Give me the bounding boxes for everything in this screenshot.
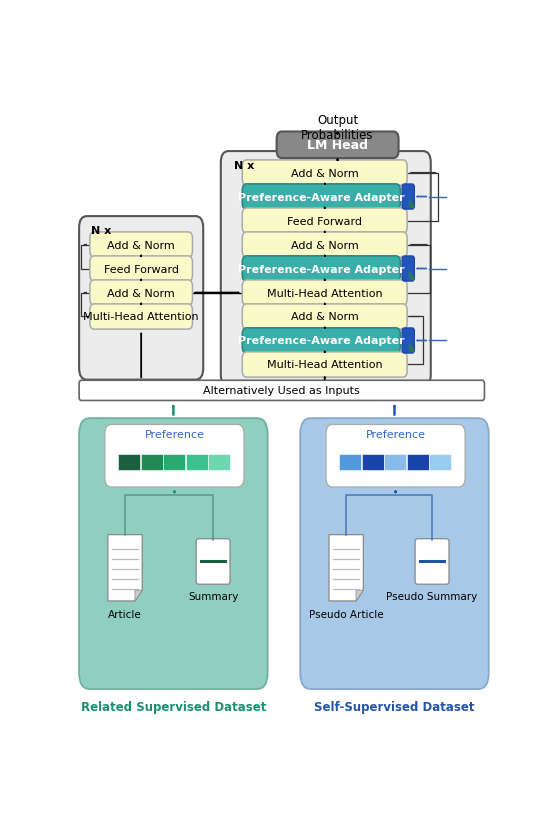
- Text: Alternatively Used as Inputs: Alternatively Used as Inputs: [203, 386, 360, 396]
- Text: Related Supervised Dataset: Related Supervised Dataset: [81, 700, 266, 713]
- Polygon shape: [329, 535, 363, 601]
- FancyBboxPatch shape: [242, 256, 401, 282]
- FancyBboxPatch shape: [276, 133, 398, 159]
- Bar: [407, 455, 429, 470]
- Bar: [384, 455, 407, 470]
- Bar: [118, 455, 140, 470]
- Text: N x: N x: [234, 161, 254, 170]
- FancyBboxPatch shape: [242, 161, 407, 186]
- Text: Preference: Preference: [145, 429, 204, 440]
- FancyBboxPatch shape: [79, 381, 484, 401]
- FancyBboxPatch shape: [326, 425, 465, 487]
- Bar: [186, 455, 208, 470]
- Text: N x: N x: [91, 226, 111, 236]
- Bar: [141, 455, 163, 470]
- FancyBboxPatch shape: [105, 425, 244, 487]
- FancyBboxPatch shape: [402, 328, 414, 354]
- Text: Add & Norm: Add & Norm: [291, 169, 358, 179]
- Text: Preference-Aware Adapter: Preference-Aware Adapter: [238, 192, 404, 202]
- Text: Article: Article: [108, 609, 142, 619]
- Polygon shape: [409, 270, 415, 281]
- FancyBboxPatch shape: [402, 184, 414, 210]
- FancyBboxPatch shape: [90, 281, 192, 305]
- FancyBboxPatch shape: [242, 281, 407, 305]
- Polygon shape: [108, 535, 142, 601]
- Text: Add & Norm: Add & Norm: [107, 288, 175, 298]
- FancyBboxPatch shape: [90, 305, 192, 330]
- FancyBboxPatch shape: [79, 217, 203, 380]
- Text: Pseudo Summary: Pseudo Summary: [387, 591, 478, 601]
- Text: Feed Forward: Feed Forward: [104, 265, 179, 274]
- Text: Preference-Aware Adapter: Preference-Aware Adapter: [238, 336, 404, 346]
- Text: Summary: Summary: [188, 591, 238, 601]
- Text: Multi-Head Attention: Multi-Head Attention: [267, 288, 382, 298]
- FancyBboxPatch shape: [242, 184, 401, 210]
- FancyBboxPatch shape: [221, 152, 431, 387]
- Polygon shape: [356, 590, 363, 601]
- FancyBboxPatch shape: [242, 305, 407, 330]
- Polygon shape: [135, 590, 142, 601]
- FancyBboxPatch shape: [90, 256, 192, 282]
- Text: Pseudo Article: Pseudo Article: [309, 609, 383, 619]
- FancyBboxPatch shape: [415, 539, 449, 585]
- Bar: [208, 455, 230, 470]
- Text: Multi-Head Attention: Multi-Head Attention: [267, 360, 382, 370]
- Text: Preference-Aware Adapter: Preference-Aware Adapter: [238, 265, 404, 274]
- Text: Add & Norm: Add & Norm: [291, 312, 358, 322]
- FancyBboxPatch shape: [196, 539, 230, 585]
- Text: LM Head: LM Head: [307, 139, 368, 152]
- Bar: [339, 455, 361, 470]
- Text: Add & Norm: Add & Norm: [291, 240, 358, 251]
- Text: Output
Probabilities: Output Probabilities: [301, 114, 374, 142]
- Text: Self-Supervised Dataset: Self-Supervised Dataset: [314, 700, 475, 713]
- FancyBboxPatch shape: [242, 209, 407, 234]
- Text: Feed Forward: Feed Forward: [287, 216, 362, 226]
- FancyBboxPatch shape: [242, 328, 401, 354]
- Bar: [163, 455, 185, 470]
- FancyBboxPatch shape: [242, 352, 407, 378]
- FancyBboxPatch shape: [402, 256, 414, 282]
- Polygon shape: [409, 198, 415, 209]
- Text: Multi-Head Attention: Multi-Head Attention: [83, 312, 199, 322]
- FancyBboxPatch shape: [300, 419, 489, 689]
- FancyBboxPatch shape: [242, 233, 407, 258]
- FancyBboxPatch shape: [90, 233, 192, 258]
- Polygon shape: [409, 342, 415, 352]
- Text: Preference: Preference: [366, 429, 425, 440]
- Bar: [429, 455, 452, 470]
- Bar: [362, 455, 384, 470]
- FancyBboxPatch shape: [79, 419, 268, 689]
- Text: Add & Norm: Add & Norm: [107, 240, 175, 251]
